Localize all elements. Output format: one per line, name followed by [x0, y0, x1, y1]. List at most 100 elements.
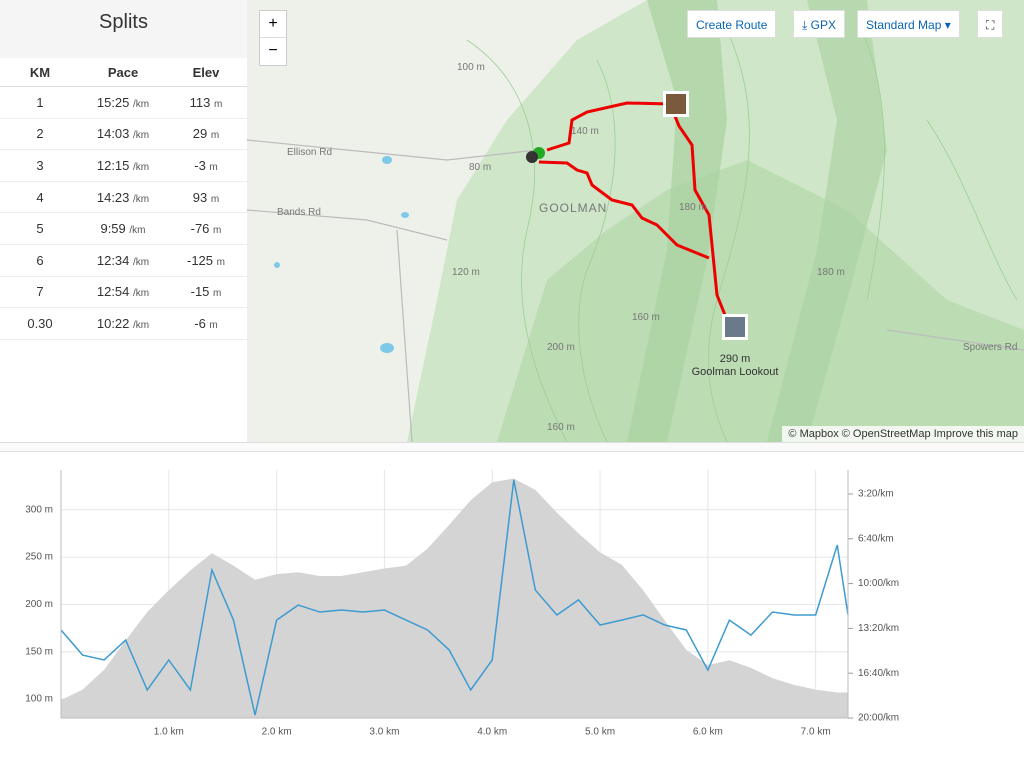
split-pace: 15:25	[96, 94, 130, 110]
split-pace-cell: 14:23 /km	[80, 190, 166, 205]
splits-title: Splits	[0, 0, 247, 58]
y-tick-label: 200 m	[25, 599, 53, 610]
y-tick-label: 150 m	[25, 646, 53, 657]
elevation-pace-chart: 100 m 150 m 200 m 250 m 300 m 1.0 km 2.0 km 3.0…	[25, 470, 899, 738]
y-tick-label: 300 m	[25, 504, 53, 515]
elev-unit: m	[213, 225, 222, 237]
pace-unit: /km	[133, 98, 150, 110]
split-km: 0.30	[27, 315, 53, 331]
split-km: 3	[36, 157, 44, 173]
button-label: Create Route	[696, 18, 768, 32]
pace-unit: /km	[129, 225, 146, 237]
split-row: 5 9:59 /km -76 m	[0, 213, 247, 245]
split-elev: -125	[187, 252, 214, 268]
split-pace-cell: 9:59 /km	[80, 221, 166, 236]
split-row: 7 12:54 /km -15 m	[0, 277, 247, 309]
split-pace-cell: 14:03 /km	[80, 126, 166, 141]
split-elev-cell: 93 m	[166, 190, 246, 205]
y2-tick-label: 10:00/km	[858, 578, 899, 589]
map-canvas: Ellison Rd Bands Rd Spowers Rd GOOLMAN 1…	[247, 0, 1024, 442]
y-tick-label: 100 m	[25, 694, 53, 705]
split-elev-cell: 113 m	[166, 95, 246, 110]
y-tick-label: 250 m	[25, 552, 53, 563]
zoom-out[interactable]: −	[268, 42, 278, 59]
split-elev: 29	[192, 126, 208, 142]
contour-label: 200 m	[547, 342, 575, 353]
split-km: 7	[36, 284, 44, 300]
pace-unit: /km	[133, 161, 150, 173]
split-elev: 113	[189, 94, 211, 110]
road-label: Bands Rd	[277, 207, 321, 218]
map[interactable]: Ellison Rd Bands Rd Spowers Rd GOOLMAN 1…	[247, 0, 1024, 442]
lookout-name: Goolman Lookout	[692, 366, 779, 378]
split-elev: -76	[190, 221, 210, 237]
split-row: 0.30 10:22 /km -6 m	[0, 308, 247, 340]
button-label: Standard Map	[866, 18, 942, 32]
split-km: 6	[36, 252, 44, 268]
split-elev-cell: -15 m	[166, 284, 246, 299]
attribution[interactable]: © Mapbox © OpenStreetMap Improve this ma…	[782, 426, 1024, 442]
contour-label: 180 m	[817, 267, 845, 278]
contour-label: 160 m	[547, 422, 575, 433]
zoom-control: + −	[259, 10, 287, 66]
fullscreen-button[interactable]: ⛶	[977, 10, 1004, 38]
split-km: 5	[36, 221, 44, 237]
x-tick-label: 2.0 km	[262, 727, 292, 738]
x-tick-label: 6.0 km	[693, 727, 723, 738]
splits-panel: Splits KM Pace Elev 1 15:25 /km 113 m 2 14:0…	[0, 0, 248, 442]
pace-unit: /km	[133, 193, 150, 205]
split-pace-cell: 10:22 /km	[80, 316, 166, 331]
split-elev-cell: -76 m	[166, 221, 246, 236]
split-elev: -6	[194, 315, 206, 331]
pace-unit: /km	[133, 319, 150, 331]
contour-label: 160 m	[632, 312, 660, 323]
elev-unit: m	[209, 161, 218, 173]
place-label: GOOLMAN	[539, 201, 607, 215]
split-row: 6 12:34 /km -125 m	[0, 245, 247, 277]
elev-unit: m	[216, 256, 225, 268]
lookout-elevation: 290 m	[720, 353, 751, 365]
create-route-button[interactable]: Create Route	[687, 10, 777, 38]
gpx-button[interactable]: ⤓ GPX	[793, 10, 845, 38]
contour-label: 120 m	[452, 267, 480, 278]
split-row: 1 15:25 /km 113 m	[0, 87, 247, 119]
pace-unit: /km	[133, 130, 150, 142]
pace-unit: /km	[133, 288, 150, 300]
y2-tick-label: 16:40/km	[858, 668, 899, 679]
x-tick-label: 5.0 km	[585, 727, 615, 738]
zoom-in[interactable]: +	[260, 11, 286, 38]
split-pace: 12:34	[96, 252, 130, 268]
elev-unit: m	[210, 130, 220, 142]
pace-line	[60, 479, 849, 716]
split-pace-cell: 15:25 /km	[80, 95, 166, 110]
split-elev: 93	[192, 189, 208, 205]
x-tick-label: 4.0 km	[477, 727, 507, 738]
split-elev: -15	[190, 284, 210, 300]
split-elev-cell: -3 m	[166, 158, 246, 173]
y2-tick-label: 13:20/km	[858, 623, 899, 634]
y2-tick-label: 6:40/km	[858, 533, 894, 544]
split-pace-cell: 12:15 /km	[80, 158, 166, 173]
y2-tick-label: 20:00/km	[858, 713, 899, 724]
split-pace: 12:54	[96, 284, 130, 300]
road-label: Ellison Rd	[287, 147, 332, 158]
split-row: 4 14:23 /km 93 m	[0, 182, 247, 214]
split-pace-cell: 12:34 /km	[80, 253, 166, 268]
column-header: Pace	[107, 64, 139, 80]
resize-handle[interactable]	[0, 442, 1024, 452]
pace-unit: /km	[133, 256, 150, 268]
map-style-button[interactable]: Standard Map ▾	[857, 10, 960, 38]
x-tick-label: 3.0 km	[369, 727, 399, 738]
elev-unit: m	[209, 319, 218, 331]
split-elev-cell: 29 m	[166, 126, 246, 141]
elev-unit: m	[210, 193, 220, 205]
road-label: Spowers Rd	[963, 342, 1017, 353]
x-tick-label: 7.0 km	[801, 727, 831, 738]
column-header: Elev	[192, 64, 220, 80]
y2-tick-label: 3:20/km	[858, 489, 894, 500]
split-pace-cell: 12:54 /km	[80, 284, 166, 299]
split-km: 1	[36, 94, 44, 110]
split-pace: 9:59	[100, 221, 126, 237]
contour-label: 100 m	[457, 62, 485, 73]
